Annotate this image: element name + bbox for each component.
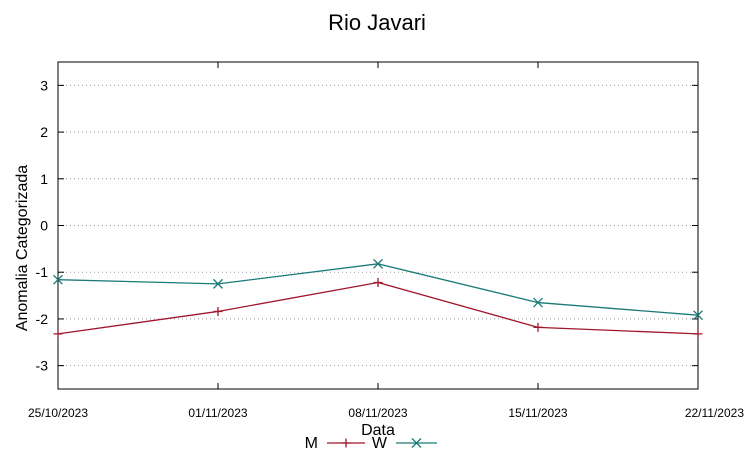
x-tick-label: 01/11/2023 [188,406,247,420]
y-axis-label: Anomalia Categorizada [14,165,31,331]
y-tick-label: -2 [36,311,49,327]
x-axis-label: Data [361,422,395,439]
grid-lines [58,84,698,367]
data-point-W [53,274,63,285]
legend-label-W: W [372,435,388,452]
y-tick-label: 2 [40,124,48,140]
data-point-M [533,322,543,332]
y-tick-label: 0 [40,218,48,234]
y-tick-label: 3 [40,77,48,93]
data-point-M [213,306,223,316]
data-point-M [373,277,383,287]
x-tick-label: 08/11/2023 [348,406,407,420]
chart-title: Rio Javari [328,10,426,35]
data-point-W [213,278,223,289]
data-point-W [693,310,703,321]
y-tick-label: -3 [36,358,49,374]
x-tick-label: 25/10/2023 [28,406,88,420]
y-axis: 3 2 1 0 -1 -2 -3 [36,77,698,374]
series-line-W [57,263,699,316]
data-point-W [373,258,383,269]
data-point-M [693,329,703,339]
y-tick-label: 1 [40,171,48,187]
x-tick-label: 22/11/2023 [685,406,744,420]
data-point-W [533,297,543,308]
data-point-M [53,329,63,339]
x-tick-label: 15/11/2023 [508,406,567,420]
legend-marker-M [341,438,351,448]
legend-marker-W [411,438,422,448]
y-tick-label: -1 [36,264,49,280]
legend-label-M: M [305,435,318,452]
x-axis: 25/10/2023 01/11/2023 08/11/2023 15/11/2023… [28,62,744,420]
series-group [53,258,703,339]
